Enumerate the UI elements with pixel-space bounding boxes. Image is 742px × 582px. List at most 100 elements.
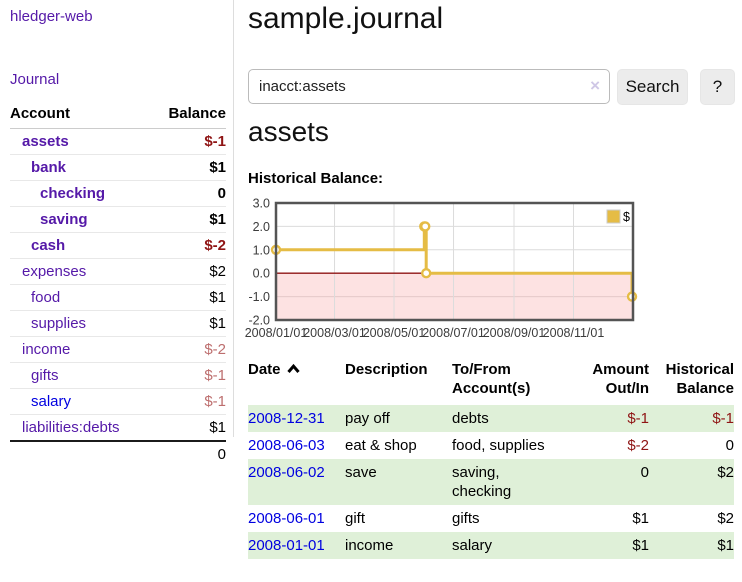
x-tick-label: 2008/11/01 — [543, 326, 605, 340]
page-title: sample.journal — [248, 2, 444, 35]
x-tick-label: 2008/03/01 — [303, 326, 366, 340]
account-row: income $-2 — [10, 336, 226, 363]
transaction-accounts: saving, checking — [452, 464, 512, 500]
x-tick-label: 2008/09/01 — [483, 326, 546, 340]
search-button[interactable]: Search — [617, 69, 688, 105]
account-link[interactable]: bank — [31, 159, 67, 176]
transaction-description: save — [345, 464, 377, 481]
account-link[interactable]: income — [22, 341, 71, 358]
y-tick-label: 3.0 — [253, 197, 270, 211]
transaction-date-link[interactable]: 2008-01-01 — [248, 537, 325, 554]
account-tree-header: Account Balance — [10, 102, 226, 129]
account-name-cell: checking — [10, 180, 152, 207]
account-balance: $2 — [151, 258, 226, 285]
col-date-label: Date — [248, 361, 281, 378]
data-point-marker — [420, 221, 431, 232]
transaction-accounts: debts — [452, 410, 489, 427]
sidebar-total-balance: 0 — [151, 440, 226, 467]
transaction-balance: $-1 — [712, 410, 734, 427]
transaction-accounts: gifts — [452, 510, 480, 527]
sidebar-total-spacer — [10, 440, 152, 467]
account-name-cell: cash — [10, 232, 152, 259]
account-name-cell: liabilities:debts — [10, 414, 152, 442]
account-link[interactable]: gifts — [31, 367, 59, 384]
transaction-description: eat & shop — [345, 437, 417, 454]
transaction-balance: $2 — [717, 464, 734, 481]
account-balance: $1 — [151, 206, 226, 233]
chart-svg: $3.0 2.0 1.0 0.0 -1.0 -2.02008/01/012008/03/0… — [245, 197, 638, 340]
y-tick-label: 1.0 — [253, 243, 270, 257]
transaction-date-cell: 2008-06-02 — [248, 459, 345, 505]
account-link[interactable]: supplies — [31, 315, 87, 332]
legend-label: $ — [623, 210, 630, 224]
account-link[interactable]: saving — [40, 211, 88, 228]
transaction-description: pay off — [345, 410, 390, 427]
transaction-row: 2008-06-01 gift gifts $1 $2 — [248, 505, 734, 532]
transaction-date-link[interactable]: 2008-06-01 — [248, 510, 325, 527]
account-row: expenses $2 — [10, 258, 226, 285]
account-name-cell: expenses — [10, 258, 152, 285]
help-button[interactable]: ? — [700, 69, 735, 105]
account-balance: $-1 — [151, 128, 226, 155]
brand-link[interactable]: hledger-web — [10, 8, 93, 25]
account-balance: 0 — [151, 180, 226, 207]
account-link[interactable]: food — [31, 289, 61, 306]
register-body: 2008-12-31 pay off debts $-1 $-1 2008-06-03 ea… — [248, 405, 734, 559]
search-input[interactable] — [248, 69, 610, 104]
account-name-cell: saving — [10, 206, 152, 233]
account-row: assets $-1 — [10, 128, 226, 155]
legend-swatch — [606, 209, 621, 224]
transaction-description: gift — [345, 510, 366, 527]
account-link[interactable]: expenses — [22, 263, 87, 280]
transaction-date-cell: 2008-06-03 — [248, 432, 345, 459]
account-name-cell: income — [10, 336, 152, 363]
account-row: gifts $-1 — [10, 362, 226, 389]
account-link[interactable]: liabilities:debts — [22, 419, 120, 436]
transaction-date-link[interactable]: 2008-06-03 — [248, 437, 325, 454]
account-name-cell: supplies — [10, 310, 152, 337]
historical-balance-chart: $3.0 2.0 1.0 0.0 -1.0 -2.0 2008/01/01 2008/03/0… — [245, 196, 640, 346]
account-name-cell: bank — [10, 154, 152, 181]
account-balance: $1 — [151, 414, 226, 442]
transaction-row: 2008-06-02 save saving, checking 0 $2 — [248, 459, 734, 505]
account-name-cell: assets — [10, 128, 152, 155]
transaction-date-link[interactable]: 2008-12-31 — [248, 410, 325, 427]
transaction-accounts: food, supplies — [452, 437, 545, 454]
account-balance: $-2 — [151, 232, 226, 259]
account-balance: $-2 — [151, 336, 226, 363]
account-row: salary $-1 — [10, 388, 226, 415]
account-row: saving $1 — [10, 206, 226, 233]
transaction-row: 2008-06-03 eat & shop food, supplies $-2 0 — [248, 432, 734, 459]
account-row: supplies $1 — [10, 310, 226, 337]
account-link[interactable]: salary — [31, 393, 72, 410]
account-balance: $-1 — [151, 362, 226, 389]
transaction-date-link[interactable]: 2008-06-02 — [248, 464, 325, 481]
col-balance: Historical Balance — [665, 361, 734, 397]
search-box: × — [248, 69, 610, 104]
account-link[interactable]: cash — [31, 237, 66, 254]
account-column-header: Account — [10, 102, 152, 129]
account-balance: $1 — [151, 284, 226, 311]
sidebar-item-journal[interactable]: Journal — [10, 71, 60, 88]
account-row: checking 0 — [10, 180, 226, 207]
account-row: cash $-2 — [10, 232, 226, 259]
balance-column-header: Balance — [151, 102, 226, 129]
clear-search-icon[interactable]: × — [590, 76, 600, 95]
main-content: sample.journal × Search ? assets Histori… — [245, 0, 735, 582]
transaction-amount: $1 — [632, 510, 649, 527]
transaction-balance: $2 — [717, 510, 734, 527]
sidebar-total-row: 0 — [10, 440, 226, 467]
account-row: food $1 — [10, 284, 226, 311]
register-table: Date Description To/From Account(s) Amou… — [248, 360, 734, 559]
x-tick-label: 2008/05/01 — [363, 326, 426, 340]
transaction-date-cell: 2008-12-31 — [248, 405, 345, 432]
account-balance: $-1 — [151, 388, 226, 415]
account-link[interactable]: assets — [22, 133, 69, 150]
account-table-body: assets $-1 bank $1 checking 0 saving $1 cash $-2 e… — [10, 128, 226, 442]
col-description: Description — [345, 361, 428, 378]
register-header-row: Date Description To/From Account(s) Amou… — [248, 360, 734, 405]
account-name-cell: food — [10, 284, 152, 311]
data-point-marker — [421, 267, 432, 279]
account-link[interactable]: checking — [40, 185, 106, 202]
col-amount: Amount Out/In — [592, 361, 649, 397]
